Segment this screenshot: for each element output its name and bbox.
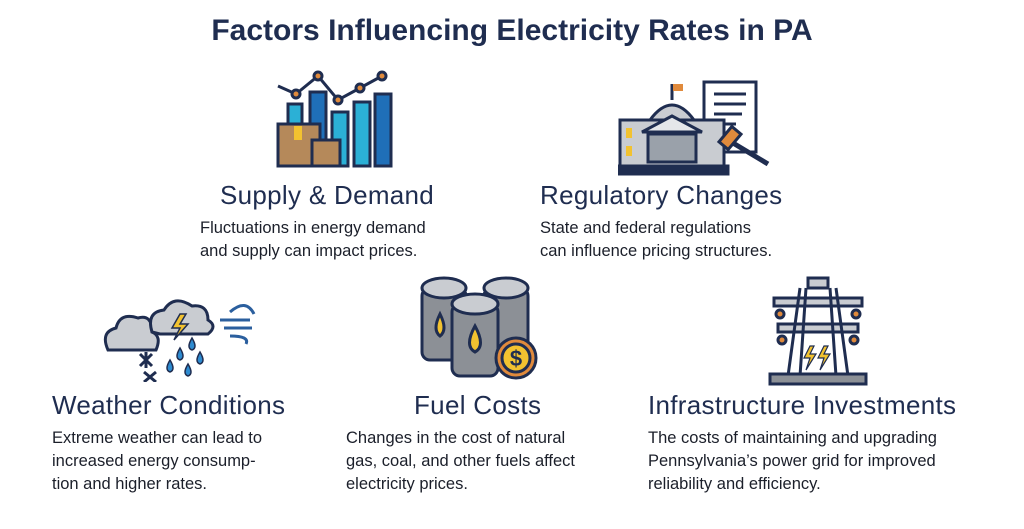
power-tower-icon — [768, 276, 868, 386]
factor-description-line: gas, coal, and other fuels affect — [346, 452, 576, 470]
factor-description-line: can influence pricing structures. — [540, 242, 773, 260]
factor-heading: Weather Conditions — [52, 390, 286, 420]
page-title: Factors Influencing Electricity Rates in… — [211, 14, 813, 47]
factor-description-line: Extreme weather can lead to — [52, 429, 263, 447]
factor-description-line: State and federal regulations — [540, 219, 751, 237]
svg-text:$: $ — [510, 346, 522, 371]
factor-description-line: increased energy consump- — [52, 452, 256, 470]
factor-description-line: Fluctuations in energy demand — [200, 219, 426, 237]
factor-description-line: reliability and efficiency. — [648, 475, 821, 493]
factor-description-line: electricity prices. — [346, 475, 468, 493]
factor-infrastructure-investments: Infrastructure Investments The costs of … — [648, 390, 956, 496]
factor-heading: Supply & Demand — [220, 180, 435, 210]
factor-description-line: tion and higher rates. — [52, 475, 208, 493]
bar-chart-boxes-icon — [276, 70, 393, 168]
factor-regulatory-changes: Regulatory Changes State and federal reg… — [540, 180, 782, 263]
factor-heading: Fuel Costs — [414, 390, 542, 420]
factor-supply-demand: Supply & Demand Fluctuations in energy d… — [200, 180, 434, 263]
factor-heading: Infrastructure Investments — [648, 390, 957, 420]
factor-description-line: Changes in the cost of natural — [346, 429, 566, 447]
factor-heading: Regulatory Changes — [540, 180, 783, 210]
factor-fuel-costs: Fuel Costs Changes in the cost of natura… — [346, 390, 575, 496]
factor-weather-conditions: Weather Conditions Extreme weather can l… — [52, 390, 285, 496]
factor-description-line: Pennsylvania’s power grid for improved — [648, 452, 936, 470]
capitol-document-gavel-icon — [618, 80, 770, 176]
factor-description-line: The costs of maintaining and upgrading — [648, 429, 937, 447]
factor-description-line: and supply can impact prices. — [200, 242, 418, 260]
fuel-barrels-dollar-icon: $ — [420, 276, 538, 380]
storm-weather-icon — [103, 299, 256, 382]
